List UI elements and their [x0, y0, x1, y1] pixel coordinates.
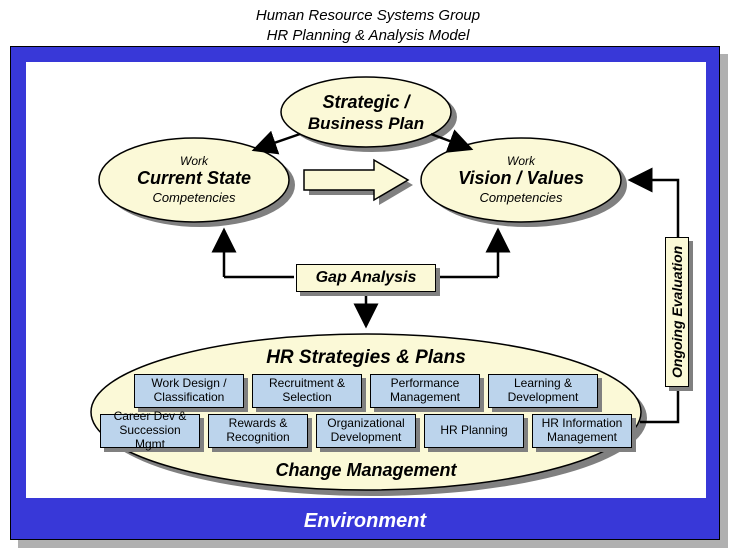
environment-frame: Strategic / Business Plan Work Current S… [10, 46, 720, 540]
vision-main: Vision / Values [426, 168, 616, 190]
header-line2: HR Planning & Analysis Model [0, 26, 736, 46]
strategy-grid: Work Design / Classification Recruitment… [96, 374, 636, 454]
vision-sub: Competencies [426, 190, 616, 206]
strategy-cell: Work Design / Classification [134, 374, 244, 408]
strategy-row-2: Career Dev & Succession Mgmt Rewards & R… [96, 414, 636, 448]
strategy-cell: HR Planning [424, 414, 524, 448]
change-management-title: Change Management [26, 460, 706, 481]
strategic-main: Strategic / [286, 92, 446, 114]
strategic-node: Strategic / Business Plan [286, 92, 446, 134]
vision-sup: Work [426, 154, 616, 168]
current-main: Current State [104, 168, 284, 190]
current-sup: Work [104, 154, 284, 168]
strategy-cell: Recruitment & Selection [252, 374, 362, 408]
environment-label: Environment [11, 510, 719, 533]
ongoing-evaluation-box: Ongoing Evaluation [665, 237, 689, 387]
strategy-row-1: Work Design / Classification Recruitment… [96, 374, 636, 408]
diagram-canvas: Strategic / Business Plan Work Current S… [26, 62, 706, 498]
gap-label: Gap Analysis [316, 269, 417, 286]
ongoing-eval-label: Ongoing Evaluation [669, 246, 685, 378]
header-title: Human Resource Systems Group HR Planning… [0, 0, 736, 45]
hr-strategies-title: HR Strategies & Plans [26, 347, 706, 369]
current-state-node: Work Current State Competencies [104, 154, 284, 206]
strategy-cell: Career Dev & Succession Mgmt [100, 414, 200, 448]
strategy-cell: Learning & Development [488, 374, 598, 408]
gap-analysis-box: Gap Analysis [296, 264, 436, 292]
strategy-cell: Rewards & Recognition [208, 414, 308, 448]
strategy-cell: Organizational Development [316, 414, 416, 448]
vision-node: Work Vision / Values Competencies [426, 154, 616, 206]
strategic-sub: Business Plan [286, 114, 446, 134]
strategy-cell: Performance Management [370, 374, 480, 408]
current-sub: Competencies [104, 190, 284, 206]
header-line1: Human Resource Systems Group [0, 6, 736, 26]
strategy-cell: HR Information Management [532, 414, 632, 448]
